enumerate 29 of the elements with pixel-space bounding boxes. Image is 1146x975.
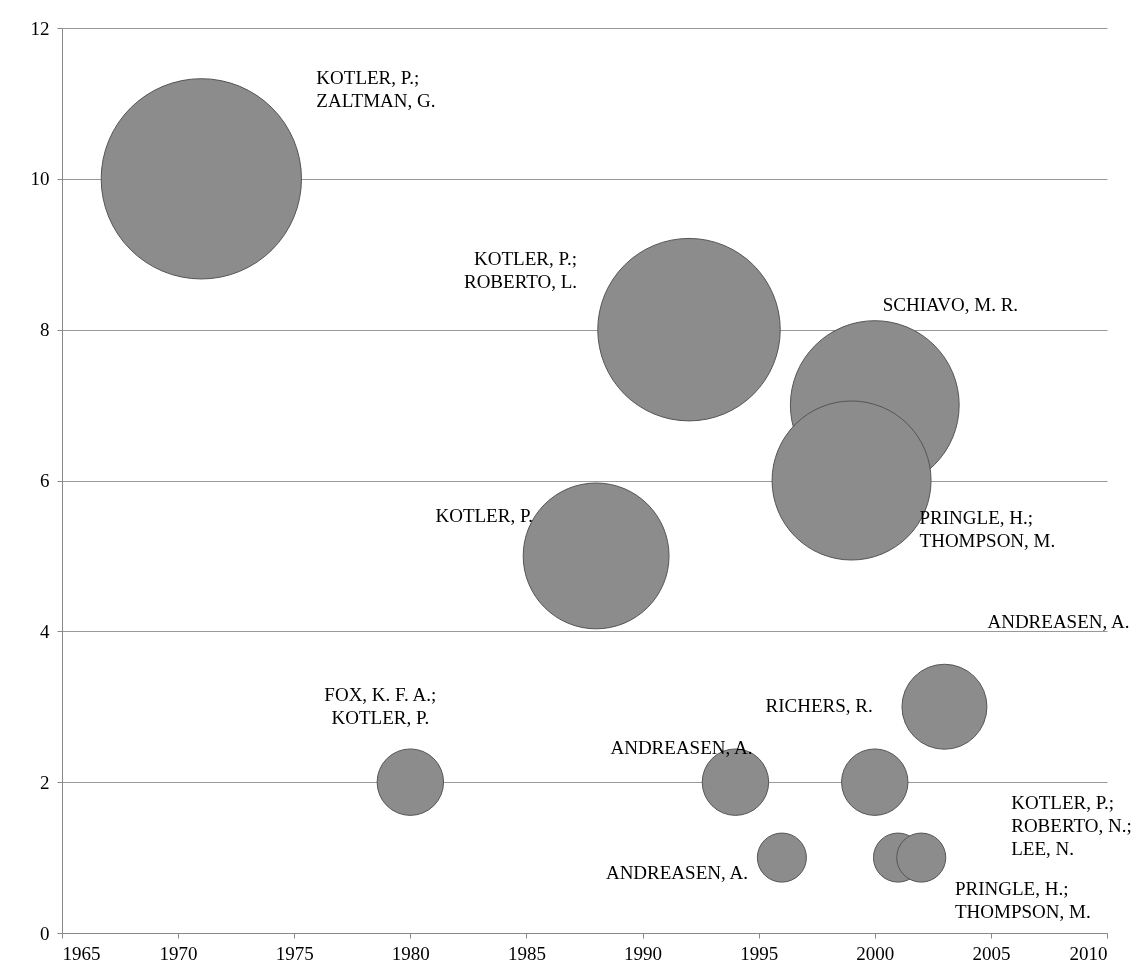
x-tick-label: 1970 [159, 942, 198, 964]
annotation: PRINGLE, H.; THOMPSON, M. [955, 877, 1091, 922]
annotation: KOTLER, P.; ZALTMAN, G. [316, 66, 436, 111]
x-tick-label: 2010 [1069, 942, 1108, 964]
x-tick-label: 1975 [275, 942, 314, 964]
annotation: KOTLER, P. [435, 504, 534, 526]
x-tick-label: 2000 [856, 942, 895, 964]
y-tick-label: 6 [40, 470, 50, 491]
y-tick-label: 8 [40, 319, 50, 341]
x-tick-label: 1995 [740, 942, 779, 964]
x-tick-label: 1990 [624, 942, 663, 964]
y-tick-label: 0 [40, 922, 50, 944]
annotation: FOX, K. F. A.; KOTLER, P. [324, 684, 437, 729]
y-tick-label: 2 [40, 771, 50, 793]
x-tick-label: 1985 [507, 942, 546, 964]
annotation: PRINGLE, H.; THOMPSON, M. [919, 506, 1056, 551]
y-tick-label: 12 [30, 17, 50, 39]
y-tick-label: 10 [30, 168, 50, 190]
annotation: ANDREASEN, A. [605, 861, 748, 883]
annotation: KOTLER, P.; ROBERTO, L. [463, 247, 577, 292]
annotation: RICHERS, R. [765, 695, 873, 717]
x-tick-label: 1980 [391, 942, 430, 964]
y-tick-label: 4 [40, 620, 50, 642]
annotation: ANDREASEN, A. [610, 737, 753, 759]
x-tick-label: 1965 [62, 942, 101, 964]
annotation: KOTLER, P.; ROBERTO, N.; LEE, N. [1011, 791, 1132, 859]
x-tick-label: 2005 [972, 942, 1011, 964]
annotation: SCHIAVO, M. R. [882, 294, 1019, 316]
annotation: ANDREASEN, A. [987, 610, 1130, 632]
